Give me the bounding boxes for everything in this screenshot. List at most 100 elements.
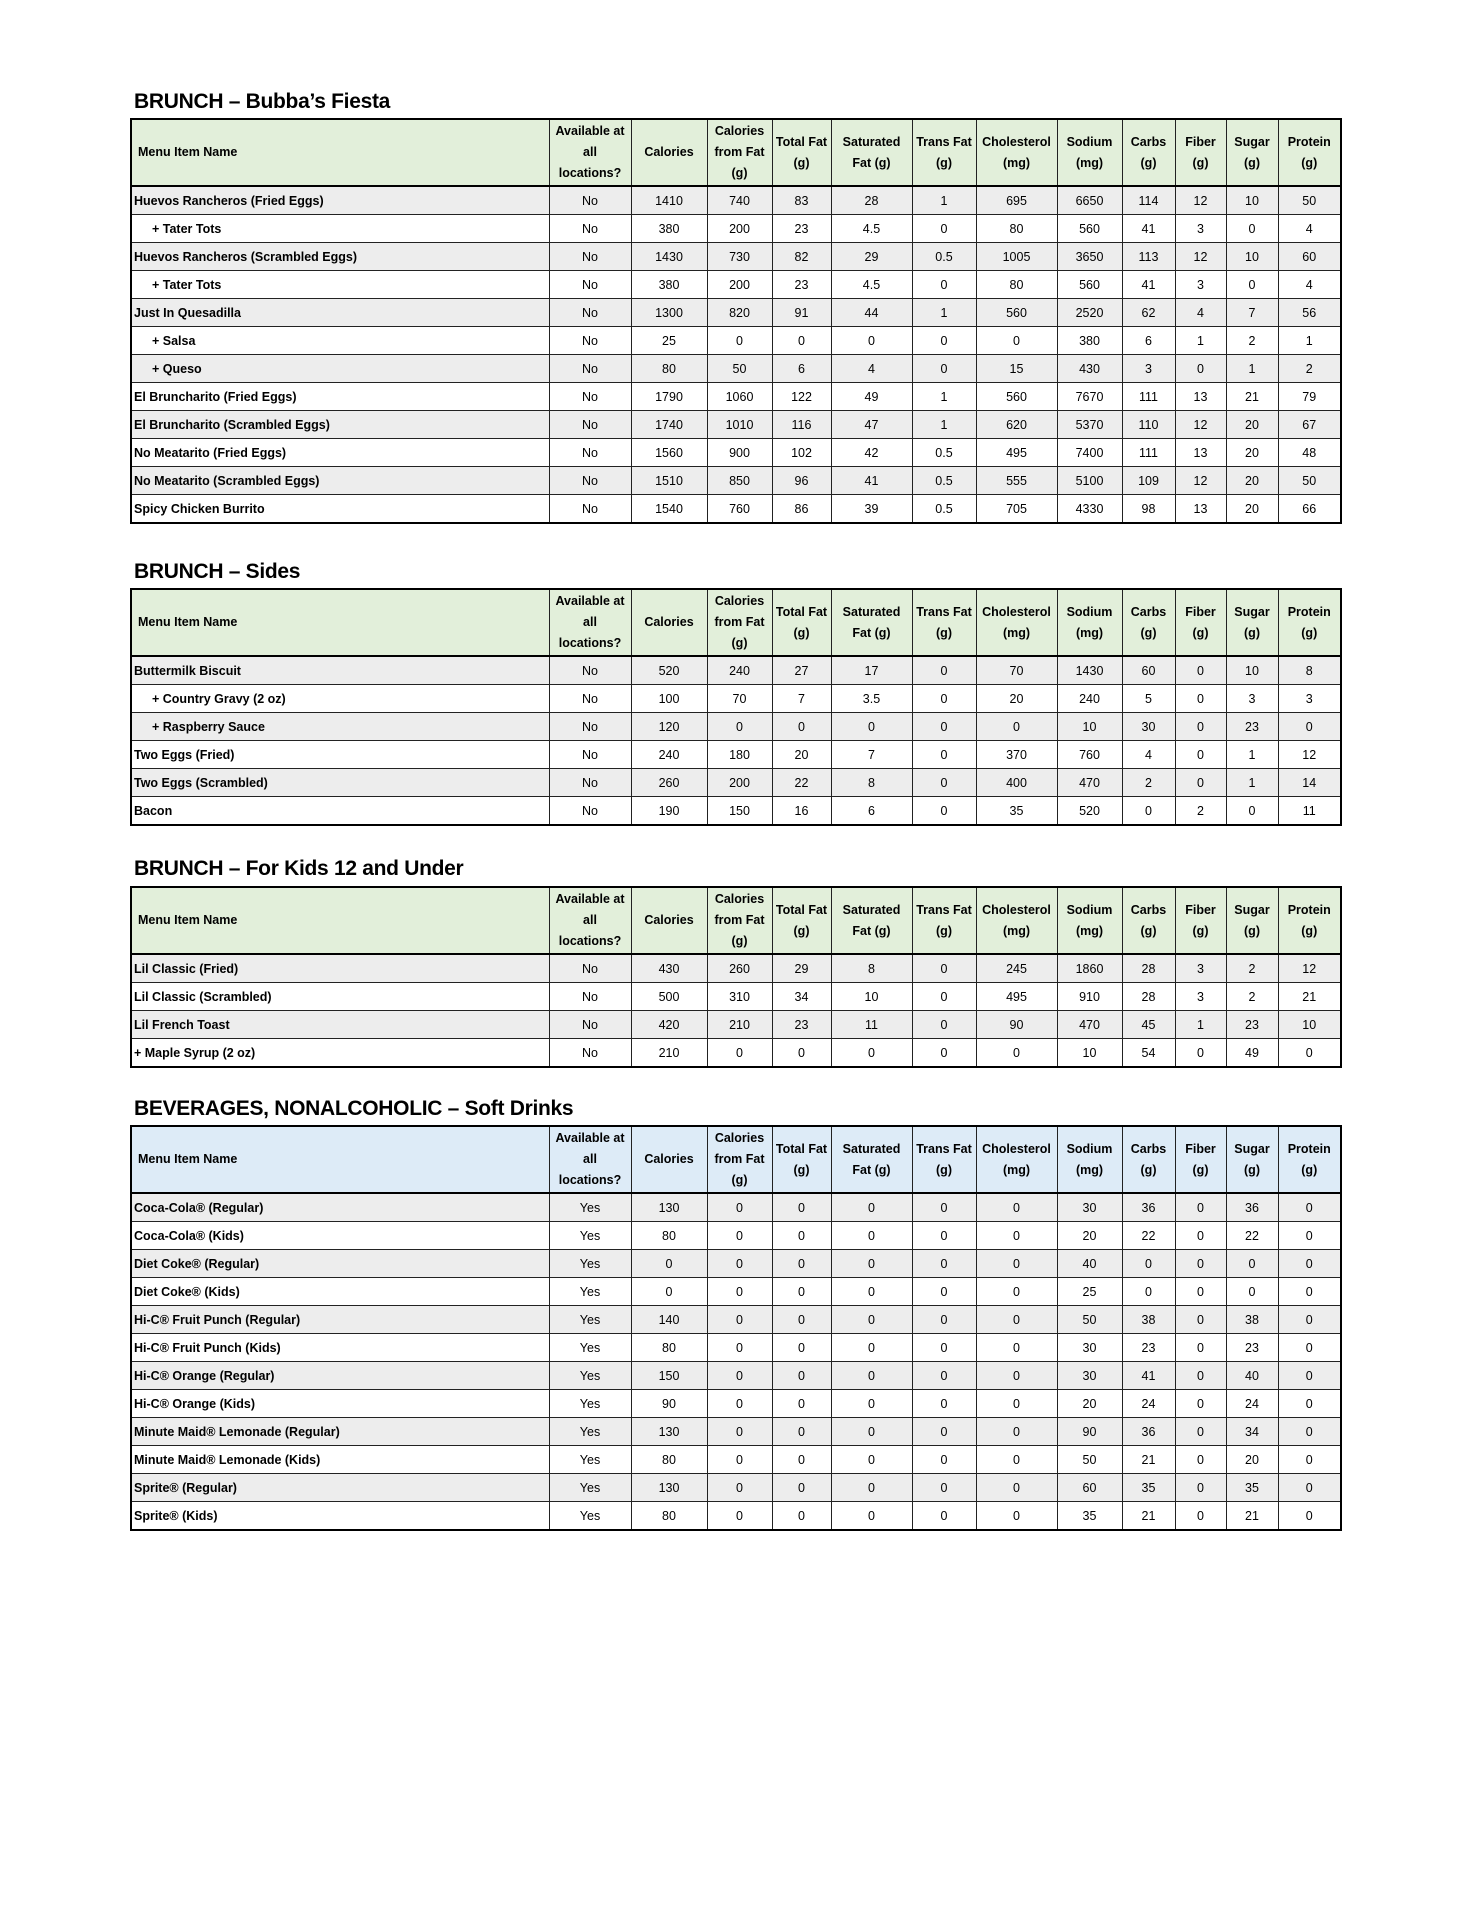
nutrition-value: No — [548, 270, 632, 299]
nutrition-value: 56 — [1277, 298, 1342, 327]
nutrition-value: 0 — [1277, 1038, 1342, 1068]
nutrition-value: 41 — [1121, 1361, 1176, 1390]
nutrition-value: 0 — [830, 1417, 913, 1446]
nutrition-value: 1010 — [706, 410, 773, 439]
nutrition-value: 1740 — [630, 410, 708, 439]
section-title: BRUNCH – Sides — [134, 560, 301, 583]
nutrition-value: 50 — [1277, 466, 1342, 495]
nutrition-value: 11 — [1277, 796, 1342, 826]
nutrition-value: 7 — [771, 684, 832, 713]
nutrition-value: No — [548, 494, 632, 524]
nutrition-value: 2520 — [1056, 298, 1123, 327]
table-row: + Queso No 80 50 6 4 0 15 430 3 0 1 2 — [130, 354, 1342, 383]
nutrition-value: 0 — [1174, 1192, 1227, 1222]
nutrition-value: 14 — [1277, 768, 1342, 797]
nutrition-value: 23 — [1225, 712, 1279, 741]
nutrition-value: 240 — [1056, 684, 1123, 713]
column-header: Available at all locations? — [548, 886, 632, 955]
menu-item-name: Minute Maid® Lemonade (Regular) — [130, 1417, 550, 1446]
nutrition-value: 80 — [630, 1501, 708, 1531]
nutrition-value: 0 — [830, 1038, 913, 1068]
nutrition-value: 3 — [1121, 354, 1176, 383]
table-row: Huevos Rancheros (Fried Eggs) No 1410 740 83… — [130, 185, 1342, 215]
column-header: Sodium (mg) — [1056, 118, 1123, 187]
nutrition-value: 50 — [1056, 1445, 1123, 1474]
nutrition-value: No — [548, 438, 632, 467]
nutrition-value: 0 — [1121, 1249, 1176, 1278]
nutrition-value: 0 — [1277, 1249, 1342, 1278]
nutrition-value: 39 — [830, 494, 913, 524]
nutrition-value: 210 — [706, 1010, 773, 1039]
nutrition-value: Yes — [548, 1249, 632, 1278]
table-row: Huevos Rancheros (Scrambled Eggs) No 1430 7… — [130, 242, 1342, 271]
table-row: Sprite® (Kids) Yes 80 0 0 0 0 0 35 21 0 21 0 — [130, 1501, 1342, 1531]
nutrition-value: 25 — [1056, 1277, 1123, 1306]
nutrition-value: 1430 — [1056, 655, 1123, 685]
nutrition-value: 4 — [830, 354, 913, 383]
column-header: Calories from Fat (g) — [706, 588, 773, 657]
nutrition-value: 90 — [1056, 1417, 1123, 1446]
nutrition-value: 380 — [630, 214, 708, 243]
nutrition-value: 0 — [706, 712, 773, 741]
nutrition-value: 150 — [706, 796, 773, 826]
column-header: Total Fat (g) — [771, 588, 832, 657]
nutrition-value: 4330 — [1056, 494, 1123, 524]
nutrition-value: 0 — [911, 1417, 977, 1446]
nutrition-value: 0 — [911, 796, 977, 826]
nutrition-value: 0 — [911, 1473, 977, 1502]
column-header: Protein (g) — [1277, 886, 1342, 955]
nutrition-value: 6 — [771, 354, 832, 383]
menu-item-name: Just In Quesadilla — [130, 298, 550, 327]
column-header: Calories — [630, 588, 708, 657]
nutrition-value: 0 — [1277, 712, 1342, 741]
nutrition-value: 740 — [706, 185, 773, 215]
nutrition-value: 5 — [1121, 684, 1176, 713]
menu-item-name: Lil Classic (Fried) — [130, 953, 550, 983]
nutrition-value: 560 — [975, 382, 1058, 411]
nutrition-value: 1 — [911, 185, 977, 215]
nutrition-value: 0 — [975, 1473, 1058, 1502]
nutrition-value: 310 — [706, 982, 773, 1011]
nutrition-value: 130 — [630, 1192, 708, 1222]
nutrition-value: 695 — [975, 185, 1058, 215]
nutrition-value: 20 — [1225, 1445, 1279, 1474]
table-row: Minute Maid® Lemonade (Regular) Yes 130 0 0 0… — [130, 1417, 1342, 1446]
nutrition-value: 23 — [1225, 1010, 1279, 1039]
nutrition-value: 23 — [1225, 1333, 1279, 1362]
nutrition-value: 12 — [1277, 953, 1342, 983]
nutrition-value: 1060 — [706, 382, 773, 411]
nutrition-value: 6 — [1121, 326, 1176, 355]
nutrition-value: 0 — [1277, 1277, 1342, 1306]
nutrition-value: 11 — [830, 1010, 913, 1039]
nutrition-value: 7670 — [1056, 382, 1123, 411]
nutrition-value: No — [548, 796, 632, 826]
column-header: Calories — [630, 886, 708, 955]
nutrition-value: 4 — [1121, 740, 1176, 769]
nutrition-value: 5370 — [1056, 410, 1123, 439]
nutrition-value: 38 — [1121, 1305, 1176, 1334]
column-header: Total Fat (g) — [771, 118, 832, 187]
column-header: Trans Fat (g) — [911, 118, 977, 187]
nutrition-value: 82 — [771, 242, 832, 271]
nutrition-value: 0 — [1174, 1277, 1227, 1306]
nutrition-value: 2 — [1174, 796, 1227, 826]
column-header: Calories from Fat (g) — [706, 118, 773, 187]
nutrition-value: 13 — [1174, 382, 1227, 411]
nutrition-value: 0 — [830, 1305, 913, 1334]
nutrition-value: 0 — [1277, 1473, 1342, 1502]
nutrition-value: 90 — [630, 1389, 708, 1418]
nutrition-value: 0 — [830, 1501, 913, 1531]
nutrition-value: 50 — [706, 354, 773, 383]
nutrition-value: 1 — [1277, 326, 1342, 355]
nutrition-value: 98 — [1121, 494, 1176, 524]
nutrition-value: 760 — [1056, 740, 1123, 769]
nutrition-value: 28 — [1121, 982, 1176, 1011]
nutrition-value: 24 — [1121, 1389, 1176, 1418]
nutrition-value: 0 — [771, 1277, 832, 1306]
nutrition-value: 1430 — [630, 242, 708, 271]
nutrition-value: 122 — [771, 382, 832, 411]
nutrition-value: 21 — [1225, 382, 1279, 411]
nutrition-value: 140 — [630, 1305, 708, 1334]
nutrition-value: 0.5 — [911, 466, 977, 495]
nutrition-value: 23 — [771, 1010, 832, 1039]
